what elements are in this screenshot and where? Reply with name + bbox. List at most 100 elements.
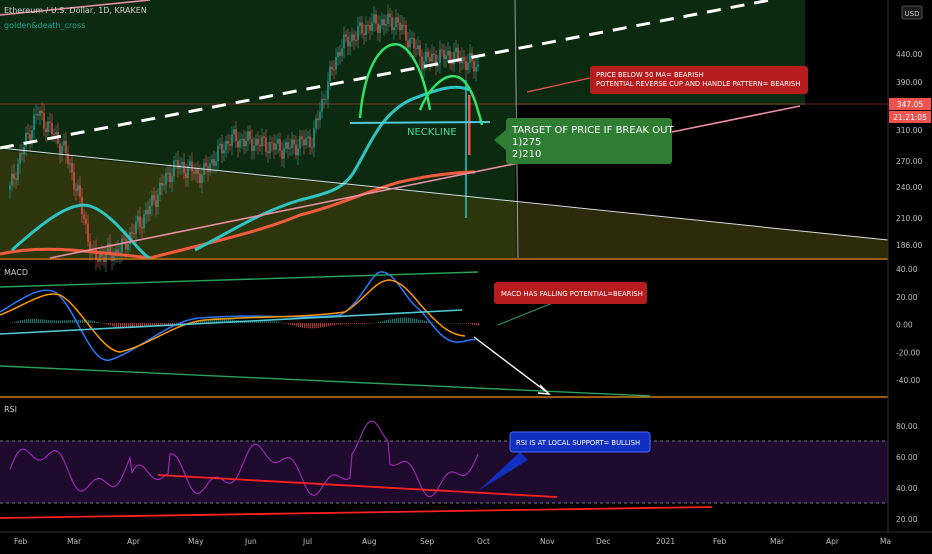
time-axis-bg[interactable]	[0, 532, 932, 550]
macd-bar	[62, 320, 64, 323]
candle-body	[441, 49, 443, 51]
rsi-tick-label: 60.00	[896, 453, 918, 462]
candle-body	[123, 238, 125, 240]
macd-bar	[358, 323, 360, 324]
rsi-tick-label: 80.00	[896, 422, 918, 431]
macd-bar	[102, 323, 104, 324]
macd-bar	[52, 320, 54, 323]
macd-bar	[196, 321, 198, 323]
macd-bar	[260, 321, 262, 323]
candle-body	[177, 160, 179, 169]
macd-bar	[26, 319, 28, 323]
macd-bar	[462, 323, 464, 324]
candle-body	[247, 131, 249, 141]
candle-body	[391, 17, 393, 31]
candle-body	[29, 133, 31, 141]
macd-bar	[98, 322, 100, 323]
macd-bar	[156, 323, 158, 326]
macd-bar	[258, 321, 260, 323]
price-tick-label: 240.00	[896, 183, 922, 192]
candle-body	[449, 50, 451, 60]
candle-body	[333, 69, 335, 71]
candle-body	[125, 239, 127, 250]
callout-target-line3: 2)210	[512, 149, 541, 160]
macd-bar	[380, 321, 382, 323]
macd-bar	[46, 319, 48, 323]
x-tick-label: Jun	[244, 537, 257, 546]
candle-body	[469, 53, 471, 63]
macd-bar	[68, 320, 70, 323]
macd-tick-label: -40.00	[896, 376, 920, 385]
candle-body	[137, 216, 139, 222]
macd-bar	[280, 322, 282, 323]
macd-bar	[124, 323, 126, 328]
candle-body	[19, 153, 21, 164]
macd-bar	[256, 321, 258, 323]
candle-body	[405, 25, 407, 41]
candle-body	[27, 132, 29, 134]
macd-bar	[308, 323, 310, 329]
candle-body	[65, 140, 67, 154]
macd-bar	[282, 322, 284, 324]
right-axis-bg[interactable]	[888, 0, 932, 550]
candle-body	[209, 163, 211, 172]
macd-tick-label: 40.00	[896, 265, 918, 274]
macd-bar	[444, 322, 446, 324]
candle-body	[427, 51, 429, 58]
macd-bar	[16, 321, 18, 323]
candle-body	[455, 47, 457, 53]
macd-histogram	[10, 317, 480, 329]
macd-bar	[252, 321, 254, 323]
macd-bar	[390, 319, 392, 323]
candle-body	[267, 151, 269, 153]
rsi-support-upper	[157, 474, 558, 498]
macd-bar	[466, 323, 468, 324]
candle-body	[375, 14, 377, 24]
macd-bar	[324, 323, 326, 327]
currency-badge[interactable]	[901, 5, 923, 20]
candle-body	[393, 27, 395, 31]
macd-bar	[200, 320, 202, 323]
candle-body	[415, 48, 417, 50]
candle-body	[187, 165, 189, 179]
candle-body	[39, 110, 41, 116]
candle-body	[373, 14, 375, 23]
candle-body	[407, 40, 409, 48]
candle-body	[355, 39, 357, 41]
candle-body	[411, 37, 413, 39]
macd-bar	[290, 323, 292, 325]
candle-body	[169, 172, 171, 183]
candle-body	[219, 143, 221, 146]
macd-bar	[130, 323, 132, 328]
candle-body	[413, 37, 415, 49]
macd-bar	[34, 318, 36, 323]
candle-body	[285, 142, 287, 149]
macd-bar	[342, 323, 344, 325]
macd-bar	[40, 319, 42, 323]
candle-body	[217, 145, 219, 162]
macd-bar	[388, 319, 390, 323]
candle-body	[49, 121, 51, 123]
macd-bar	[412, 318, 414, 323]
candle-body	[439, 49, 441, 64]
macd-bar	[352, 323, 354, 324]
candle-body	[253, 145, 255, 151]
candle-body	[25, 132, 27, 147]
macd-bar	[288, 323, 290, 325]
macd-upper-trend	[0, 271, 479, 288]
macd-arrow-line	[473, 336, 549, 394]
candle-body	[163, 184, 165, 186]
macd-bar	[118, 323, 120, 328]
macd-bar	[18, 320, 20, 323]
signal-line	[0, 279, 466, 353]
candle-body	[409, 38, 411, 48]
macd-bar	[158, 323, 160, 326]
macd-bar	[28, 319, 30, 323]
candle-body	[309, 136, 311, 148]
macd-bar	[356, 323, 358, 324]
candle-body	[73, 172, 75, 190]
candle-body	[197, 167, 199, 174]
macd-bar	[410, 317, 412, 323]
candle-body	[359, 22, 361, 27]
